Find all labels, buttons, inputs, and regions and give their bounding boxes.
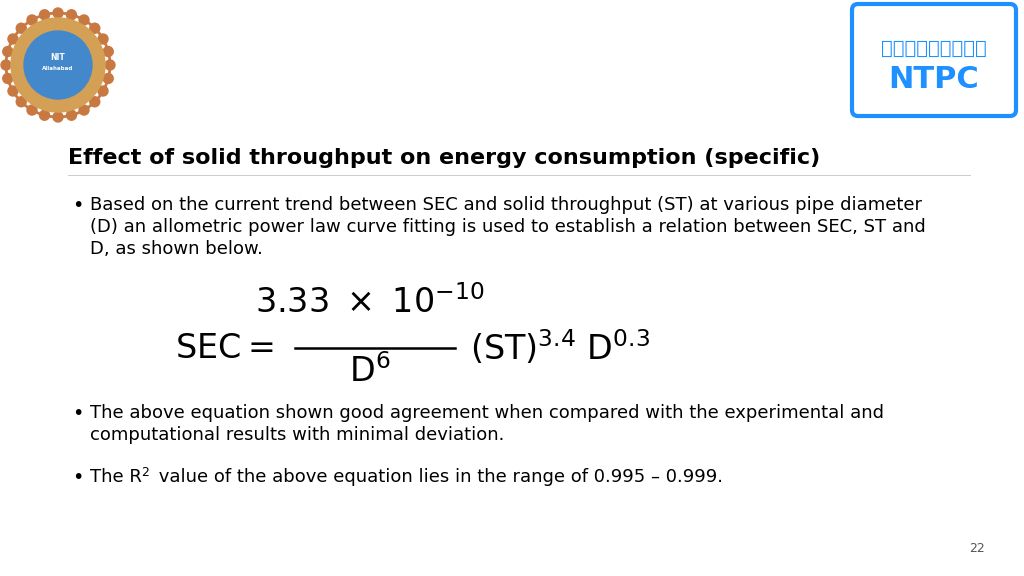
Text: एनडीपीएमी: एनडीपीएमी [881,39,987,58]
Circle shape [105,60,115,70]
Circle shape [8,86,18,96]
Text: •: • [72,196,83,215]
Text: $\mathregular{SEC = }$: $\mathregular{SEC = }$ [175,332,273,365]
FancyBboxPatch shape [852,4,1016,116]
Text: $\mathregular{D^{6}}$: $\mathregular{D^{6}}$ [349,354,391,389]
Circle shape [3,74,12,84]
Circle shape [27,105,37,115]
Circle shape [40,10,49,20]
Circle shape [67,110,77,120]
Text: NTPC: NTPC [889,66,979,94]
Text: computational results with minimal deviation.: computational results with minimal devia… [90,426,505,444]
Circle shape [67,10,77,20]
Circle shape [103,47,114,56]
Circle shape [40,110,49,120]
Text: (D) an allometric power law curve fitting is used to establish a relation betwee: (D) an allometric power law curve fittin… [90,218,926,236]
Circle shape [53,8,63,18]
Text: 22: 22 [970,542,985,555]
Circle shape [53,112,63,122]
Circle shape [1,60,11,70]
Text: NIT: NIT [50,52,66,62]
Text: •: • [72,404,83,423]
Text: Based on the current trend between SEC and solid throughput (ST) at various pipe: Based on the current trend between SEC a… [90,196,922,214]
Circle shape [98,86,109,96]
Text: •: • [72,468,83,487]
Circle shape [98,34,109,44]
Circle shape [3,47,12,56]
Circle shape [79,15,89,25]
Circle shape [90,97,99,107]
Text: $\mathregular{3.33\ \times\ 10^{-10}}$: $\mathregular{3.33\ \times\ 10^{-10}}$ [255,285,484,320]
Text: value of the above equation lies in the range of 0.995 – 0.999.: value of the above equation lies in the … [153,468,723,486]
Text: The above equation shown good agreement when compared with the experimental and: The above equation shown good agreement … [90,404,884,422]
Text: Allahabad: Allahabad [42,66,74,71]
Text: $\mathregular{(ST)^{3.4}\ D^{0.3}}$: $\mathregular{(ST)^{3.4}\ D^{0.3}}$ [470,328,650,367]
Circle shape [90,23,99,33]
Circle shape [24,31,92,99]
Text: D, as shown below.: D, as shown below. [90,240,263,258]
Circle shape [79,105,89,115]
Circle shape [8,34,18,44]
Circle shape [27,15,37,25]
Text: The R: The R [90,468,142,486]
Circle shape [16,23,27,33]
Circle shape [103,74,114,84]
Circle shape [16,97,27,107]
Text: Effect of solid throughput on energy consumption (specific): Effect of solid throughput on energy con… [68,148,820,168]
Text: 2: 2 [141,466,148,479]
Circle shape [11,18,105,112]
